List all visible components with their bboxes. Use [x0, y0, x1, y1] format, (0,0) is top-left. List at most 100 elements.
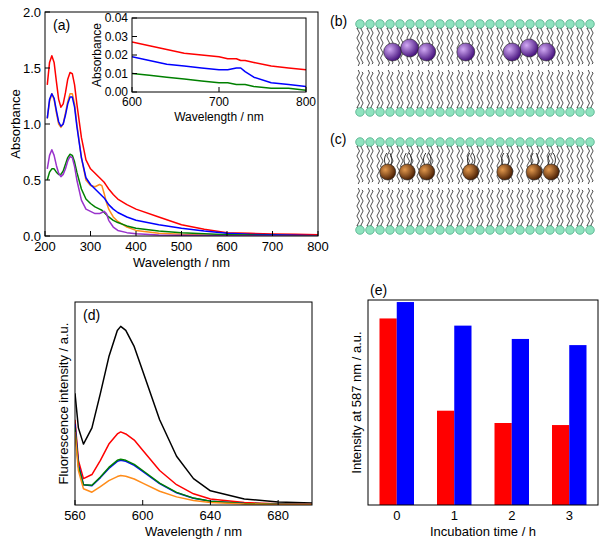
lipid-tail [471, 72, 474, 108]
panel: 6007008000.000.010.020.030.04Wavelength … [90, 11, 316, 124]
fullerene [384, 43, 402, 61]
lipid-tail [531, 72, 534, 108]
lipid-head [486, 20, 495, 29]
x-axis-title: Wavelength / nm [174, 110, 264, 124]
lipid-tail [577, 28, 580, 66]
lipid-tail [497, 28, 500, 66]
lipid-tail [511, 190, 514, 226]
x-tick [272, 231, 273, 236]
x-tick [210, 500, 211, 505]
lipid-tail [477, 70, 480, 108]
lipid-tail [487, 146, 490, 184]
lipid-tail [561, 146, 564, 182]
lipid-head [356, 108, 365, 117]
lipid-tail [571, 190, 574, 226]
lipid-head [436, 20, 445, 29]
fullerene [399, 164, 415, 180]
lipid-tail [521, 72, 524, 108]
panel-label: (e) [370, 282, 387, 298]
lipid-tail [497, 70, 500, 108]
lipid-head [416, 138, 425, 147]
x-tick-label: 600 [132, 508, 154, 523]
lipid-head [556, 226, 565, 235]
x-tick-label: 400 [125, 239, 147, 254]
lipid-tail [561, 72, 564, 108]
y-axis-title: Fluorescence intensity / a.u. [56, 323, 71, 485]
lipid-tail [357, 146, 360, 184]
x-tick-label: 700 [209, 95, 229, 109]
lipid-tail [537, 188, 540, 226]
lipid-tail [477, 188, 480, 226]
lipid-tail [481, 146, 484, 182]
fullerene [537, 43, 555, 61]
lipid-tail [377, 146, 380, 184]
lipid-tail [521, 190, 524, 226]
series-line [47, 154, 318, 236]
lipid-tail [477, 146, 480, 184]
lipid-head [496, 108, 505, 117]
series-line [75, 432, 312, 505]
lipid-tail [591, 72, 594, 108]
lipid-tail [411, 72, 414, 108]
lipid-tail [371, 28, 374, 64]
lipid-tail [417, 70, 420, 108]
lipid-tail [437, 28, 440, 66]
lipid-tail [557, 70, 560, 108]
figure: 2003004005006007008000.00.51.01.52.0Wave… [0, 0, 605, 548]
y-tick [132, 73, 137, 74]
lipid-tail [361, 146, 364, 182]
fullerene-tail [502, 153, 510, 165]
lipid-tail [367, 146, 370, 184]
lipid-head [496, 226, 505, 235]
lipid-tail [581, 72, 584, 108]
lipid-head [516, 226, 525, 235]
lipid-head [446, 108, 455, 117]
lipid-tail [501, 190, 504, 226]
lipid-head [446, 226, 455, 235]
lipid-tail [531, 190, 534, 226]
lipid-tail [441, 146, 444, 182]
lipid-head [406, 138, 415, 147]
lipid-tail [481, 28, 484, 64]
x-tick [306, 87, 307, 92]
lipid-head [486, 108, 495, 117]
lipid-head [426, 108, 435, 117]
lipid-tail [367, 28, 370, 66]
lipid-tail [561, 190, 564, 226]
lipid-tail [561, 28, 564, 64]
x-tick [142, 500, 143, 505]
lipid-head [466, 138, 475, 147]
y-tick-label: 0.01 [105, 67, 129, 81]
lipid-head [406, 226, 415, 235]
lipid-head [376, 138, 385, 147]
plot-background [132, 18, 306, 92]
fullerene [497, 164, 513, 180]
lipid-head [526, 20, 535, 29]
lipid-head [456, 20, 465, 29]
panel-label: (b) [330, 13, 347, 29]
x-tick-label: 700 [262, 239, 284, 254]
lipid-head [566, 226, 575, 235]
lipid-tail [517, 70, 520, 108]
x-tick [318, 231, 319, 236]
lipid-head [436, 138, 445, 147]
lipid-head [446, 138, 455, 147]
lipid-tail [567, 146, 570, 184]
x-tick-label: 680 [267, 508, 289, 523]
bar [512, 339, 529, 505]
lipid-head [586, 226, 595, 235]
lipid-head [406, 108, 415, 117]
x-tick-label: 1 [451, 508, 458, 523]
lipid-head [576, 138, 585, 147]
lipid-tail [391, 190, 394, 226]
x-tick [136, 231, 137, 236]
lipid-head [536, 226, 545, 235]
y-tick-label: 0.02 [105, 48, 129, 62]
series-line [75, 420, 312, 504]
bar [380, 318, 397, 505]
lipid-tail [567, 188, 570, 226]
y-tick-label: 1.0 [23, 117, 41, 132]
lipid-head [386, 108, 395, 117]
lipid-tail [481, 190, 484, 226]
lipid-head [506, 108, 515, 117]
